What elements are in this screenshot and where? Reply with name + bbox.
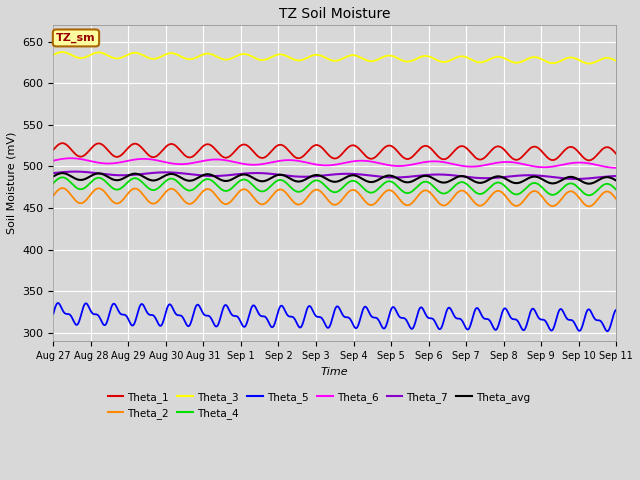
Theta_6 xyxy=(346,159,353,165)
Theta_4 xyxy=(49,180,57,186)
Theta_3 xyxy=(358,55,365,60)
Theta_6 xyxy=(49,158,57,164)
Theta_5 xyxy=(239,324,247,329)
Theta_4 xyxy=(585,192,593,198)
Theta_3 xyxy=(58,49,66,55)
Theta_4 xyxy=(294,189,301,195)
Theta_7 xyxy=(239,171,247,177)
Theta_2 xyxy=(358,193,365,199)
Theta_avg xyxy=(585,181,593,187)
Y-axis label: Soil Moisture (mV): Soil Moisture (mV) xyxy=(7,132,17,234)
Text: TZ_sm: TZ_sm xyxy=(56,33,96,43)
Theta_2 xyxy=(294,202,301,207)
Theta_5 xyxy=(612,307,620,312)
Line: Theta_6: Theta_6 xyxy=(53,158,616,168)
Theta_6 xyxy=(358,158,365,164)
Line: Theta_7: Theta_7 xyxy=(53,171,616,179)
Theta_avg xyxy=(239,172,247,178)
Theta_2 xyxy=(346,188,353,194)
Theta_5 xyxy=(294,323,301,328)
Theta_1 xyxy=(145,152,152,158)
Theta_7 xyxy=(145,170,152,176)
Line: Theta_2: Theta_2 xyxy=(53,188,616,206)
Theta_7 xyxy=(71,168,79,174)
Theta_1 xyxy=(125,144,132,150)
Theta_avg xyxy=(612,178,620,183)
Theta_7 xyxy=(612,173,620,179)
Theta_1 xyxy=(358,148,365,154)
Theta_avg xyxy=(49,174,57,180)
Theta_2 xyxy=(145,199,152,204)
Theta_3 xyxy=(145,55,152,61)
Theta_7 xyxy=(358,172,365,178)
Theta_5 xyxy=(358,312,365,318)
Theta_6 xyxy=(294,158,301,164)
Theta_3 xyxy=(346,53,353,59)
Theta_3 xyxy=(125,51,132,57)
Theta_2 xyxy=(49,192,57,198)
Theta_4 xyxy=(239,177,247,182)
Theta_6 xyxy=(239,161,247,167)
Title: TZ Soil Moisture: TZ Soil Moisture xyxy=(279,7,390,21)
Theta_5 xyxy=(54,300,62,306)
Theta_2 xyxy=(239,186,247,192)
Theta_1 xyxy=(294,156,301,161)
Theta_3 xyxy=(294,58,301,63)
Theta_1 xyxy=(58,140,66,146)
Theta_3 xyxy=(239,51,247,57)
Theta_5 xyxy=(145,312,152,317)
Theta_5 xyxy=(604,328,611,334)
Theta_5 xyxy=(49,311,57,317)
Theta_1 xyxy=(346,144,353,149)
Theta_5 xyxy=(346,315,353,321)
Theta_avg xyxy=(125,173,132,179)
Theta_3 xyxy=(585,60,593,66)
Theta_1 xyxy=(612,151,620,157)
Theta_2 xyxy=(612,196,620,202)
Theta_7 xyxy=(346,171,353,177)
Theta_1 xyxy=(585,157,593,163)
Theta_6 xyxy=(67,156,75,161)
Theta_4 xyxy=(145,185,152,191)
Theta_avg xyxy=(145,177,152,182)
Theta_3 xyxy=(49,52,57,58)
Theta_4 xyxy=(612,187,620,192)
Theta_2 xyxy=(585,204,593,209)
Line: Theta_3: Theta_3 xyxy=(53,52,616,63)
Theta_6 xyxy=(612,165,620,171)
Theta_4 xyxy=(58,174,66,180)
Theta_avg xyxy=(58,170,66,176)
Theta_1 xyxy=(49,147,57,153)
Theta_7 xyxy=(125,172,132,178)
Theta_4 xyxy=(346,179,353,185)
Theta_1 xyxy=(239,142,247,147)
Line: Theta_4: Theta_4 xyxy=(53,177,616,195)
Theta_6 xyxy=(125,158,132,164)
Legend: Theta_1, Theta_2, Theta_3, Theta_4, Theta_5, Theta_6, Theta_7, Theta_avg: Theta_1, Theta_2, Theta_3, Theta_4, Thet… xyxy=(104,387,534,423)
Theta_7 xyxy=(294,174,301,180)
Theta_5 xyxy=(125,317,132,323)
X-axis label: Time: Time xyxy=(321,367,349,376)
Theta_avg xyxy=(358,175,365,181)
Theta_2 xyxy=(125,190,132,196)
Theta_6 xyxy=(145,156,152,162)
Theta_2 xyxy=(58,185,66,191)
Theta_avg xyxy=(294,179,301,184)
Theta_4 xyxy=(125,179,132,184)
Line: Theta_5: Theta_5 xyxy=(53,303,616,331)
Theta_7 xyxy=(49,170,57,176)
Theta_4 xyxy=(358,183,365,189)
Line: Theta_1: Theta_1 xyxy=(53,143,616,160)
Theta_7 xyxy=(572,176,580,182)
Line: Theta_avg: Theta_avg xyxy=(53,173,616,184)
Theta_3 xyxy=(612,58,620,64)
Theta_avg xyxy=(346,173,353,179)
